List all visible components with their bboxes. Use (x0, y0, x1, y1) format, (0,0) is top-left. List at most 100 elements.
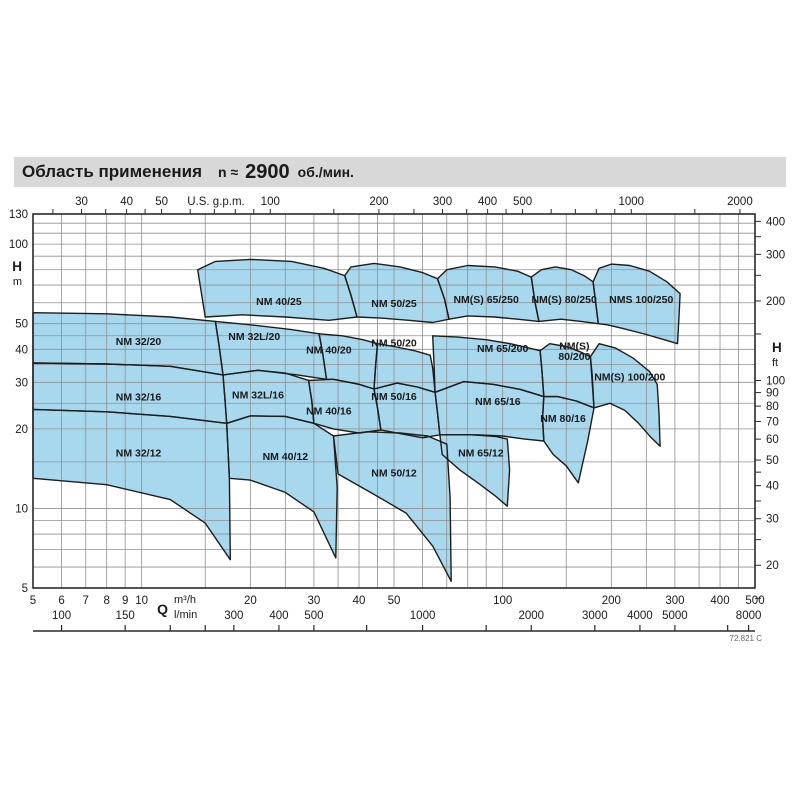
region-label: NM 32/12 (116, 447, 162, 459)
plot-border (32, 213, 756, 589)
flow-m3h-tick-label: 5 (30, 595, 36, 607)
region-fill-NM 65/200 (432, 335, 544, 397)
region-fill-NM(S) 80/200 (540, 343, 594, 408)
head-m-tick-label: 20 (15, 424, 28, 436)
flow-m3h-tick-label: 8 (103, 595, 109, 607)
head-ft-tick-label: 60 (766, 434, 779, 446)
usgpm-tick-label: 400 (478, 196, 497, 208)
region-label: NM 40/20 (306, 344, 352, 356)
region-label: NM 40/16 (306, 405, 352, 417)
rpm-value: 2900 (245, 160, 290, 183)
flow-lmin-tick-label: 150 (116, 610, 135, 622)
flow-lmin-tick-label: 1000 (410, 610, 436, 622)
head-ft-tick-label: 300 (766, 249, 785, 261)
axis-top-usgpm: 30 40 50 100 200 300 400 500 1000 2000 U.S. g.p.m. (52, 196, 753, 214)
flow-m3h-tick-label: 500 (745, 595, 764, 607)
flow-lmin-tick-label: 8000 (736, 610, 762, 622)
head-ft-tick-label: 40 (766, 481, 779, 493)
region-fill-NM(S) 65/250 (437, 265, 539, 322)
flow-m3h-tick-label: 100 (493, 595, 512, 607)
region-label: NM 32L/16 (232, 389, 284, 401)
flow-m3h-tick-label: 300 (665, 595, 684, 607)
region-label: NM 32L/20 (228, 331, 280, 343)
region-NM 40/12 (226, 415, 338, 559)
head-ft-tick-label: 20 (766, 560, 779, 572)
head-ft-tick-label: 400 (766, 216, 785, 228)
head-ft-tick-label: 50 (766, 455, 779, 467)
region-label: NM 80/16 (540, 413, 586, 425)
region-label: NM 32/20 (116, 336, 162, 348)
region-label: NM 40/12 (263, 451, 309, 463)
region-label: NM(S) 100/200 (594, 372, 665, 384)
region-label: NM 50/16 (371, 391, 417, 403)
region-fill-NM 40/16 (308, 379, 381, 433)
region-fill-NM 50/16 (374, 383, 440, 438)
head-ft-tick-label: 90 (766, 388, 779, 400)
flow-m3h-tick-label: 40 (353, 595, 366, 607)
region-fill-NM 50/12 (333, 431, 452, 582)
region-label: NM(S) 80/200 (558, 341, 590, 364)
region-label: NMS 100/250 (609, 294, 673, 306)
region-label: NM 50/20 (371, 337, 417, 349)
region-fill-NM 32/16 (33, 363, 227, 424)
rpm-unit: об./мин. (297, 164, 354, 180)
flow-m3h-tick-label: 6 (58, 595, 64, 607)
usgpm-axis-title: U.S. g.p.m. (187, 196, 245, 208)
usgpm-tick-label: 100 (261, 196, 280, 208)
chart-title: Область применения (22, 162, 203, 181)
region-fill-NM 32L/16 (223, 370, 314, 424)
flow-axis-unit-m3h: m³/h (174, 594, 196, 606)
flow-lmin-tick-label: 4000 (627, 610, 653, 622)
usgpm-tick-label: 300 (433, 196, 452, 208)
flow-lmin-tick-label: 300 (224, 610, 243, 622)
flow-m3h-tick-label: 400 (710, 595, 729, 607)
region-label: NM(S) 80/250 (531, 294, 597, 306)
flow-m3h-tick-label: 30 (308, 595, 321, 607)
head-m-tick-label: 130 (9, 209, 28, 221)
region-NMS 100/250 (592, 263, 681, 345)
head-ft-tick-label: 30 (766, 514, 779, 526)
flow-m3h-tick-label: 9 (122, 595, 128, 607)
head-m-tick-label: 100 (9, 239, 28, 251)
flow-m3h-tick-label: 50 (388, 595, 401, 607)
region-label: NM 65/12 (458, 447, 504, 459)
region-fill-NM(S) 80/250 (531, 266, 599, 324)
region-NM 80/16 (541, 395, 595, 484)
axis-bottom-flow: 5 6 7 8 9 10 20 30 40 50 100 200 300 400 500 100 150 300 4… (30, 594, 765, 632)
head-m-tick-label: 50 (15, 319, 28, 331)
region-fill-NM 32/12 (33, 409, 231, 560)
head-axis-unit-left: m (13, 276, 22, 288)
region-fill-NM 32/20 (33, 312, 223, 375)
flow-m3h-tick-label: 10 (135, 595, 148, 607)
flow-lmin-tick-label: 500 (304, 610, 323, 622)
region-fill-NM 50/20 (374, 343, 436, 393)
usgpm-tick-label: 200 (369, 196, 388, 208)
flow-m3h-tick-label: 20 (244, 595, 257, 607)
region-fill-NM 40/25 (197, 259, 357, 321)
flow-axis-symbol: Q (157, 601, 168, 617)
usgpm-tick-label: 50 (155, 196, 168, 208)
flow-m3h-tick-label: 7 (83, 595, 89, 607)
region-label: NM 50/25 (371, 298, 417, 310)
head-m-tick-label: 40 (15, 344, 28, 356)
axis-left-m: 130 100 50 40 30 20 10 5 Hm (9, 209, 28, 595)
pump-selection-chart: NM 40/25 NM 50/25 NM(S) 65/250 NM(S) 80/250… (9, 196, 785, 643)
pump-region-labels: NM 40/25 NM 50/25 NM(S) 65/250 NM(S) 80/250… (116, 294, 674, 479)
region-fill-NM(S) 100/200 (590, 343, 661, 447)
region-label: NM 50/12 (371, 467, 417, 479)
head-axis-unit-right: ft (772, 357, 778, 369)
region-label: NM(S) 65/250 (453, 294, 519, 306)
chart-title-bar: Область применения n ≈ 2900 об./мин. (14, 157, 786, 187)
head-ft-tick-label: 80 (766, 401, 779, 413)
region-label: NM 65/16 (475, 396, 521, 408)
flow-lmin-tick-label: 5000 (662, 610, 688, 622)
head-ft-tick-label: 100 (766, 375, 785, 387)
head-m-tick-label: 30 (15, 377, 28, 389)
region-NM 50/12 (332, 431, 452, 582)
region-NM 65/12 (439, 434, 511, 507)
rpm-prefix: n ≈ (218, 164, 239, 180)
region-fill-NM 40/20 (319, 333, 378, 389)
head-axis-symbol-right: H (772, 340, 782, 355)
region-fill-NM 65/12 (439, 434, 510, 507)
